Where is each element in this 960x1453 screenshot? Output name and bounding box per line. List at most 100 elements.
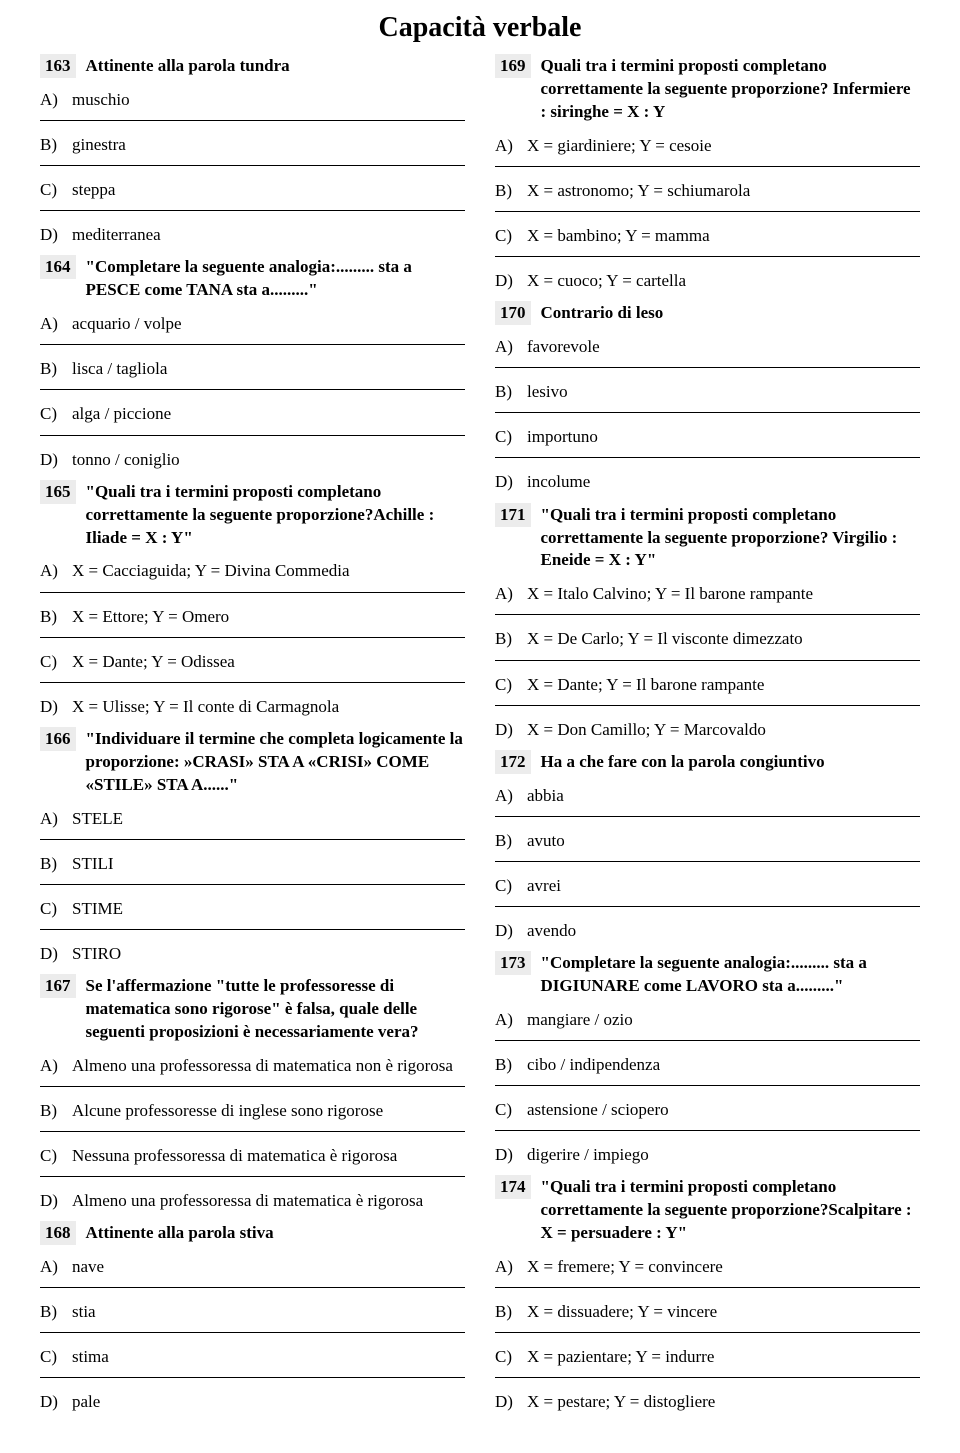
- question-header: 171 "Quali tra i termini proposti complet…: [495, 503, 920, 573]
- question-header: 168 Attinente alla parola stiva: [40, 1221, 465, 1245]
- question-text: Attinente alla parola stiva: [86, 1221, 274, 1245]
- question-header: 172Ha a che fare con la parola congiunti…: [495, 750, 920, 774]
- question-header: 166"Individuare il termine che completa …: [40, 727, 465, 797]
- question-number: 169: [495, 54, 531, 78]
- options-list: A)X = giardiniere; Y = cesoieB)X = astro…: [495, 130, 920, 297]
- option-separator: [495, 211, 920, 212]
- question-number: 171: [495, 503, 531, 527]
- option-row: D)X = pestare; Y = distogliere: [495, 1386, 920, 1418]
- option-text: importuno: [527, 426, 920, 448]
- question-text: Se l'affermazione "tutte le professoress…: [86, 974, 466, 1044]
- option-text: Nessuna professoressa di matematica è ri…: [72, 1145, 465, 1167]
- question-header: 173"Completare la seguente analogia:....…: [495, 951, 920, 998]
- option-letter: C): [40, 651, 72, 673]
- option-letter: A): [495, 785, 527, 807]
- option-row: C)X = Dante; Y = Il barone rampante: [495, 669, 920, 701]
- option-letter: D): [40, 943, 72, 965]
- option-row: A)favorevole: [495, 331, 920, 363]
- option-text: avuto: [527, 830, 920, 852]
- question-text: "Quali tra i termini proposti completano…: [541, 503, 921, 573]
- option-letter: B): [40, 606, 72, 628]
- option-row: C)Nessuna professoressa di matematica è …: [40, 1140, 465, 1172]
- option-text: cibo / indipendenza: [527, 1054, 920, 1076]
- option-separator: [40, 884, 465, 885]
- option-separator: [495, 1040, 920, 1041]
- option-separator: [495, 367, 920, 368]
- option-letter: B): [40, 1100, 72, 1122]
- question-block: 174"Quali tra i termini proposti complet…: [495, 1175, 920, 1418]
- option-text: X = Dante; Y = Il barone rampante: [527, 674, 920, 696]
- option-row: A)Almeno una professoressa di matematica…: [40, 1050, 465, 1082]
- options-list: A)naveB)stiaC)stimaD)pale: [40, 1251, 465, 1418]
- option-letter: B): [40, 1301, 72, 1323]
- question-number: 165: [40, 480, 76, 504]
- option-row: C)X = pazientare; Y = indurre: [495, 1341, 920, 1373]
- option-letter: D): [40, 449, 72, 471]
- question-block: 166"Individuare il termine che completa …: [40, 727, 465, 970]
- option-row: B)lesivo: [495, 376, 920, 408]
- option-row: B)cibo / indipendenza: [495, 1049, 920, 1081]
- option-row: D)mediterranea: [40, 219, 465, 251]
- option-separator: [40, 389, 465, 390]
- option-text: X = dissuadere; Y = vincere: [527, 1301, 920, 1323]
- question-block: 170Contrario di leso A)favorevole B)lesivo…: [495, 301, 920, 498]
- question-block: 172Ha a che fare con la parola congiunti…: [495, 750, 920, 947]
- option-text: Almeno una professoressa di matematica è…: [72, 1190, 465, 1212]
- option-row: C)X = bambino; Y = mamma: [495, 220, 920, 252]
- option-separator: [495, 412, 920, 413]
- question-header: 163Attinente alla parola tundra: [40, 54, 465, 78]
- option-row: C)alga / piccione: [40, 398, 465, 430]
- option-letter: D): [495, 270, 527, 292]
- option-row: D)X = Don Camillo; Y = Marcovaldo: [495, 714, 920, 746]
- option-letter: D): [40, 696, 72, 718]
- question-text: "Completare la seguente analogia:.......…: [86, 255, 466, 302]
- option-letter: B): [40, 358, 72, 380]
- option-text: X = pazientare; Y = indurre: [527, 1346, 920, 1368]
- option-separator: [40, 929, 465, 930]
- option-separator: [40, 682, 465, 683]
- options-list: A)abbiaB)avutoC)avreiD)avendo: [495, 780, 920, 947]
- option-row: D)digerire / impiego: [495, 1139, 920, 1171]
- option-text: stia: [72, 1301, 465, 1323]
- question-text: Contrario di leso: [541, 301, 664, 325]
- question-header: 170Contrario di leso: [495, 301, 920, 325]
- option-text: mangiare / ozio: [527, 1009, 920, 1031]
- option-letter: C): [495, 426, 527, 448]
- option-row: C)importuno: [495, 421, 920, 453]
- option-separator: [495, 1130, 920, 1131]
- option-letter: B): [495, 180, 527, 202]
- option-text: avrei: [527, 875, 920, 897]
- question-header: 174"Quali tra i termini proposti complet…: [495, 1175, 920, 1245]
- option-text: ginestra: [72, 134, 465, 156]
- question-block: 168Attinente alla parola stivaA)naveB)st…: [40, 1221, 465, 1418]
- option-separator: [40, 1131, 465, 1132]
- option-separator: [495, 906, 920, 907]
- right-column: 169Quali tra i termini proposti completa…: [495, 54, 920, 1423]
- question-text: Ha a che fare con la parola congiuntivo: [541, 750, 825, 774]
- option-text: pale: [72, 1391, 465, 1413]
- option-text: avendo: [527, 920, 920, 942]
- option-letter: C): [495, 1346, 527, 1368]
- option-row: C)astensione / sciopero: [495, 1094, 920, 1126]
- option-text: lisca / tagliola: [72, 358, 465, 380]
- option-letter: C): [40, 1346, 72, 1368]
- option-separator: [40, 1287, 465, 1288]
- option-letter: A): [40, 89, 72, 111]
- option-row: D)incolume: [495, 466, 920, 498]
- option-letter: A): [40, 560, 72, 582]
- option-letter: A): [40, 1055, 72, 1077]
- option-row: D)Almeno una professoressa di matematica…: [40, 1185, 465, 1217]
- option-separator: [40, 592, 465, 593]
- option-row: D)X = Ulisse; Y = Il conte di Carmagnola: [40, 691, 465, 723]
- option-text: mediterranea: [72, 224, 465, 246]
- question-number: 166: [40, 727, 76, 751]
- option-separator: [495, 1085, 920, 1086]
- options-list: A)favorevole B)lesivo C)importuno D)incolum…: [495, 331, 920, 498]
- question-number: 168: [40, 1221, 76, 1245]
- options-list: A)X = fremere; Y = convincereB)X = dissu…: [495, 1251, 920, 1418]
- option-letter: C): [495, 674, 527, 696]
- options-list: A)acquario / volpeB)lisca / tagliolaC)al…: [40, 308, 465, 475]
- option-letter: B): [495, 1054, 527, 1076]
- option-letter: C): [40, 403, 72, 425]
- option-letter: D): [495, 920, 527, 942]
